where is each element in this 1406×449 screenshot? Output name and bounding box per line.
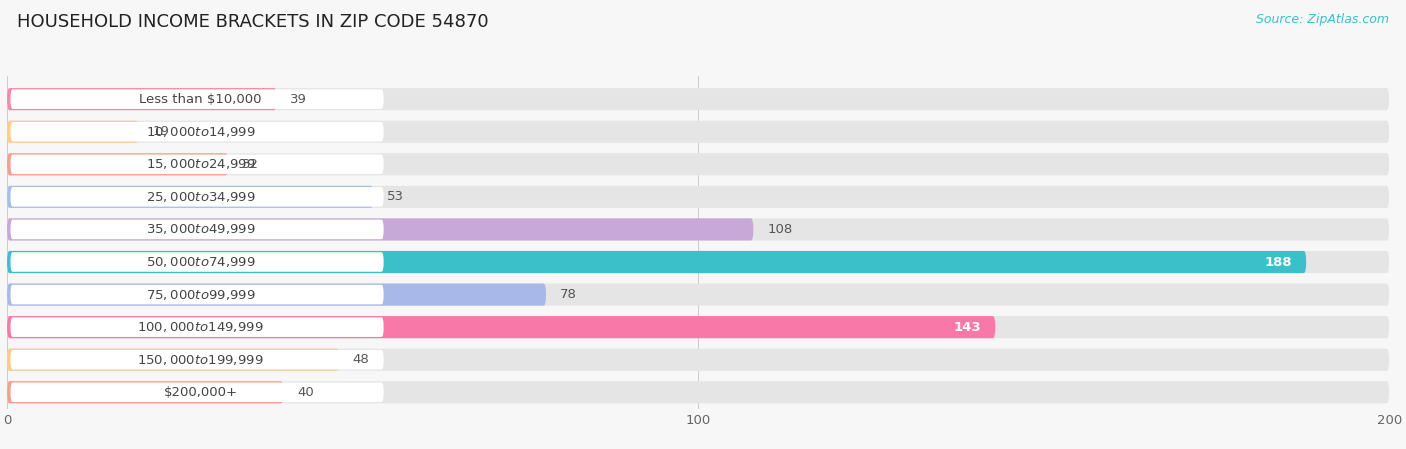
FancyBboxPatch shape <box>10 350 384 370</box>
Text: 53: 53 <box>387 190 404 203</box>
FancyBboxPatch shape <box>7 251 1389 273</box>
Text: $100,000 to $149,999: $100,000 to $149,999 <box>138 320 264 334</box>
Text: 108: 108 <box>768 223 793 236</box>
FancyBboxPatch shape <box>7 88 277 110</box>
FancyBboxPatch shape <box>7 186 373 208</box>
Text: $25,000 to $34,999: $25,000 to $34,999 <box>146 190 256 204</box>
FancyBboxPatch shape <box>7 121 1389 143</box>
FancyBboxPatch shape <box>7 218 1389 241</box>
Text: $35,000 to $49,999: $35,000 to $49,999 <box>146 222 256 237</box>
Text: 78: 78 <box>560 288 576 301</box>
FancyBboxPatch shape <box>10 89 384 109</box>
Text: 188: 188 <box>1265 255 1292 269</box>
FancyBboxPatch shape <box>7 349 1389 371</box>
FancyBboxPatch shape <box>7 381 284 403</box>
FancyBboxPatch shape <box>7 381 1389 403</box>
Text: $200,000+: $200,000+ <box>163 386 238 399</box>
Text: 48: 48 <box>353 353 370 366</box>
Text: 32: 32 <box>242 158 259 171</box>
Text: Less than $10,000: Less than $10,000 <box>139 92 262 106</box>
FancyBboxPatch shape <box>7 349 339 371</box>
Text: $10,000 to $14,999: $10,000 to $14,999 <box>146 125 256 139</box>
Text: $50,000 to $74,999: $50,000 to $74,999 <box>146 255 256 269</box>
FancyBboxPatch shape <box>7 283 546 306</box>
Text: $15,000 to $24,999: $15,000 to $24,999 <box>146 157 256 171</box>
FancyBboxPatch shape <box>10 317 384 337</box>
Text: 40: 40 <box>297 386 314 399</box>
FancyBboxPatch shape <box>10 383 384 402</box>
FancyBboxPatch shape <box>10 154 384 174</box>
FancyBboxPatch shape <box>7 153 228 176</box>
FancyBboxPatch shape <box>7 121 138 143</box>
FancyBboxPatch shape <box>7 218 754 241</box>
Text: 19: 19 <box>152 125 169 138</box>
Text: $150,000 to $199,999: $150,000 to $199,999 <box>138 353 264 367</box>
FancyBboxPatch shape <box>7 316 1389 338</box>
FancyBboxPatch shape <box>7 186 1389 208</box>
FancyBboxPatch shape <box>10 122 384 141</box>
Text: Source: ZipAtlas.com: Source: ZipAtlas.com <box>1256 13 1389 26</box>
FancyBboxPatch shape <box>10 220 384 239</box>
Text: $75,000 to $99,999: $75,000 to $99,999 <box>146 287 256 302</box>
Text: HOUSEHOLD INCOME BRACKETS IN ZIP CODE 54870: HOUSEHOLD INCOME BRACKETS IN ZIP CODE 54… <box>17 13 488 31</box>
FancyBboxPatch shape <box>10 252 384 272</box>
FancyBboxPatch shape <box>7 251 1306 273</box>
FancyBboxPatch shape <box>10 285 384 304</box>
FancyBboxPatch shape <box>7 153 1389 176</box>
Text: 39: 39 <box>291 92 308 106</box>
Text: 143: 143 <box>953 321 981 334</box>
FancyBboxPatch shape <box>10 187 384 207</box>
FancyBboxPatch shape <box>7 283 1389 306</box>
FancyBboxPatch shape <box>7 316 995 338</box>
FancyBboxPatch shape <box>7 88 1389 110</box>
